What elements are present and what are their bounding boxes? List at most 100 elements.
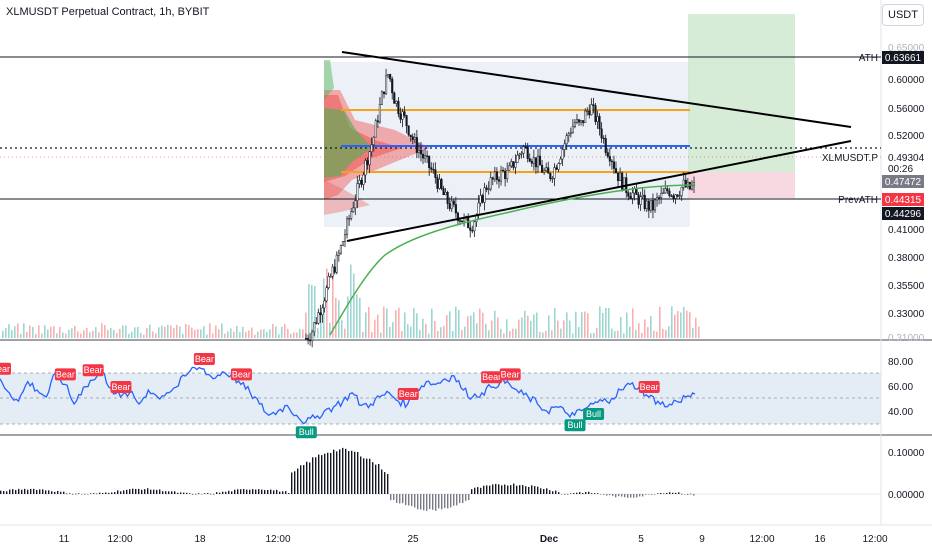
- oscillator-bar: [675, 492, 677, 494]
- volume-bar: [377, 314, 379, 338]
- countdown: 00:26: [888, 164, 913, 175]
- candle-body: [374, 120, 377, 138]
- bear-signal: Bear: [397, 388, 419, 400]
- oscillator-bar: [450, 494, 452, 508]
- volume-bar: [341, 320, 343, 338]
- moving-average-line[interactable]: [329, 184, 696, 336]
- candle-body: [586, 110, 589, 113]
- candle-body: [565, 135, 568, 145]
- volume-bar: [53, 326, 55, 338]
- oscillator-bar: [588, 491, 590, 494]
- oscillator-bar: [159, 489, 161, 494]
- volume-bar: [281, 326, 283, 338]
- candle-body: [592, 104, 595, 106]
- candle-body: [543, 170, 546, 173]
- candle-body: [319, 312, 322, 316]
- x-tick: 12:00: [749, 534, 774, 545]
- position-profit-zone[interactable]: [688, 14, 795, 172]
- volume-bar: [362, 331, 364, 338]
- candle-body: [339, 245, 342, 254]
- oscillator-bar: [429, 494, 431, 510]
- oscillator-bar: [141, 489, 143, 494]
- ath-price: 0.63661: [885, 53, 922, 64]
- candle-body: [674, 194, 677, 199]
- candle-body: [454, 204, 457, 214]
- volume-bar: [602, 313, 604, 338]
- signal-label: Bull: [586, 409, 601, 419]
- oscillator-bar: [651, 494, 653, 495]
- volume-bar: [116, 332, 118, 338]
- candle-body: [637, 194, 640, 205]
- oscillator-bar: [531, 485, 533, 494]
- oscillator-bar: [372, 462, 374, 494]
- volume-bar: [554, 307, 556, 338]
- oscillator-bar: [174, 491, 176, 494]
- currency-button[interactable]: USDT: [882, 4, 924, 26]
- rsi-tick: 80.00: [888, 357, 913, 368]
- candle-body: [571, 126, 574, 134]
- candle-body: [580, 120, 583, 123]
- candle-body: [489, 177, 492, 190]
- candle-body: [442, 188, 445, 196]
- candle-body: [378, 104, 381, 123]
- signal-box: [110, 381, 132, 393]
- oscillator-bar: [363, 458, 365, 494]
- descending-trendline[interactable]: [341, 51, 852, 128]
- volume-bar: [83, 330, 85, 338]
- oscillator-bar: [540, 488, 542, 494]
- bear-signal: Bear: [110, 381, 132, 393]
- volume-bar: [521, 317, 523, 338]
- candle-body: [658, 197, 661, 199]
- oscillator-bar: [393, 494, 395, 501]
- candle-body: [590, 104, 593, 116]
- oscillator-bar: [162, 491, 164, 494]
- volume-bar: [500, 328, 502, 338]
- time-axis[interactable]: 11 12:00 18 12:00 25 Dec 5 9 12:00 16 12…: [59, 534, 888, 545]
- volume-bar: [590, 333, 592, 338]
- oscillator-bar: [516, 485, 518, 494]
- volume-bar: [152, 331, 154, 338]
- candle-body: [623, 177, 626, 190]
- volume-bar: [680, 312, 682, 338]
- oscillator-bar: [564, 493, 566, 495]
- candle-body: [502, 169, 505, 172]
- rsi-line[interactable]: [0, 366, 696, 425]
- volume-bar: [638, 323, 640, 338]
- volume-bar: [293, 332, 295, 338]
- volume-bar: [566, 312, 568, 338]
- oscillator-bar: [627, 494, 629, 498]
- oscillator-bar: [96, 493, 98, 495]
- candle-body: [563, 143, 566, 150]
- volume-bar: [2, 330, 4, 338]
- candle-body: [680, 186, 683, 197]
- oscillator-bar: [54, 491, 56, 494]
- candle-body: [508, 165, 511, 171]
- oscillator-bar: [402, 494, 404, 504]
- volume-bar: [536, 312, 538, 338]
- oscillator-bar: [582, 493, 584, 494]
- volume-bar: [683, 306, 685, 338]
- volume-bar: [662, 328, 664, 338]
- volume-bar: [488, 330, 490, 338]
- volume-bar: [365, 312, 367, 338]
- volume-bar: [44, 325, 46, 338]
- candle-body: [409, 134, 412, 137]
- signal-label: Bear: [482, 372, 501, 382]
- oscillator-bar: [72, 493, 74, 495]
- position-loss-zone[interactable]: [688, 172, 795, 198]
- ascending-trendline[interactable]: [346, 140, 852, 242]
- volume-bar: [491, 320, 493, 338]
- volume-bar: [107, 329, 109, 338]
- candle-body: [428, 155, 431, 168]
- candle-body: [493, 171, 496, 180]
- oscillator-bar: [270, 489, 272, 494]
- candle-body: [678, 195, 681, 197]
- oscillator-bar: [69, 493, 71, 494]
- candle-body: [399, 113, 402, 120]
- price-axis[interactable]: 0.65000 0.60000 0.56000 0.52000 0.41000 …: [888, 43, 925, 344]
- oscillator-bar: [351, 450, 353, 494]
- volume-bar: [350, 264, 352, 338]
- candle-body: [573, 122, 576, 127]
- oscillator-bar: [474, 487, 476, 494]
